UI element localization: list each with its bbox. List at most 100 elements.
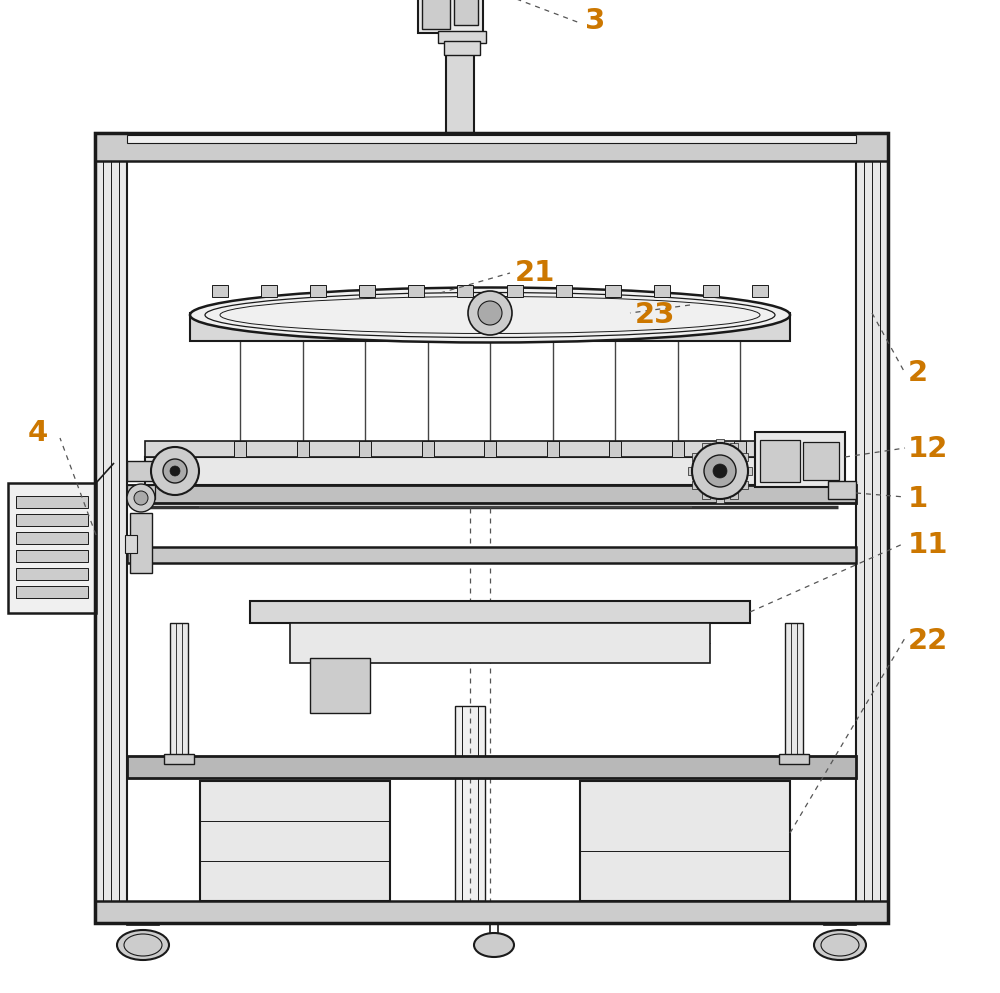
Bar bbox=[785, 623, 803, 756]
Bar bbox=[692, 453, 700, 461]
Bar bbox=[702, 492, 710, 499]
Bar bbox=[744, 467, 752, 475]
Bar bbox=[703, 285, 719, 297]
Circle shape bbox=[704, 455, 736, 487]
Text: 3: 3 bbox=[585, 7, 605, 35]
Bar bbox=[290, 623, 710, 663]
Ellipse shape bbox=[814, 930, 866, 960]
Bar bbox=[310, 658, 370, 713]
Bar bbox=[605, 285, 621, 297]
Text: 1: 1 bbox=[908, 485, 928, 513]
Bar bbox=[692, 481, 700, 489]
Bar bbox=[127, 135, 856, 143]
Bar bbox=[730, 443, 738, 451]
Bar bbox=[856, 133, 888, 923]
Bar bbox=[438, 31, 486, 43]
Circle shape bbox=[713, 464, 727, 478]
Bar bbox=[359, 285, 375, 297]
Ellipse shape bbox=[190, 288, 790, 343]
Bar bbox=[824, 911, 856, 925]
Bar bbox=[310, 285, 326, 297]
Bar bbox=[127, 911, 159, 925]
Circle shape bbox=[151, 447, 199, 495]
Bar bbox=[740, 481, 748, 489]
Bar bbox=[127, 485, 856, 503]
Bar bbox=[755, 432, 845, 487]
Ellipse shape bbox=[117, 930, 169, 960]
Bar bbox=[422, 0, 450, 29]
Bar bbox=[127, 485, 155, 499]
Bar bbox=[828, 481, 856, 499]
Bar bbox=[296, 441, 308, 457]
Bar bbox=[127, 756, 856, 778]
Bar bbox=[803, 442, 839, 480]
Bar bbox=[170, 623, 188, 756]
Bar bbox=[730, 492, 738, 499]
Bar bbox=[145, 457, 838, 485]
Bar bbox=[127, 461, 155, 481]
Text: 22: 22 bbox=[908, 627, 948, 655]
Circle shape bbox=[134, 491, 148, 505]
Bar bbox=[16, 586, 88, 598]
Bar bbox=[580, 781, 790, 901]
Bar bbox=[127, 547, 856, 563]
Text: 11: 11 bbox=[908, 531, 948, 559]
Circle shape bbox=[468, 291, 512, 335]
Bar bbox=[200, 781, 390, 901]
Bar bbox=[250, 601, 750, 623]
Bar bbox=[702, 443, 710, 451]
Bar bbox=[444, 41, 480, 55]
Bar bbox=[454, 0, 478, 25]
Bar bbox=[125, 535, 137, 553]
Text: 21: 21 bbox=[515, 259, 555, 287]
Bar bbox=[484, 441, 496, 457]
Bar bbox=[16, 514, 88, 526]
Bar bbox=[672, 441, 684, 457]
Bar bbox=[556, 285, 572, 297]
Bar bbox=[95, 901, 888, 923]
Bar bbox=[261, 285, 277, 297]
Circle shape bbox=[692, 443, 748, 499]
Text: 2: 2 bbox=[908, 359, 928, 387]
Bar bbox=[609, 441, 621, 457]
Bar bbox=[212, 285, 228, 297]
Bar bbox=[190, 313, 790, 341]
Circle shape bbox=[170, 466, 180, 476]
Bar bbox=[688, 467, 696, 475]
Bar bbox=[546, 441, 558, 457]
Bar bbox=[359, 441, 371, 457]
Circle shape bbox=[478, 301, 502, 325]
Bar bbox=[752, 285, 768, 297]
Bar bbox=[446, 0, 474, 133]
Bar bbox=[734, 441, 746, 457]
Bar bbox=[130, 513, 152, 573]
Bar bbox=[16, 532, 88, 544]
Circle shape bbox=[163, 459, 187, 483]
Bar bbox=[654, 285, 670, 297]
Bar bbox=[760, 440, 800, 482]
Text: 12: 12 bbox=[908, 435, 948, 463]
Bar bbox=[422, 441, 434, 457]
Bar bbox=[779, 754, 809, 764]
Bar bbox=[164, 754, 194, 764]
Bar bbox=[507, 285, 523, 297]
Text: 23: 23 bbox=[635, 301, 676, 329]
Bar bbox=[16, 496, 88, 508]
Bar bbox=[16, 568, 88, 580]
Bar bbox=[234, 441, 246, 457]
Text: 4: 4 bbox=[28, 419, 48, 447]
Bar bbox=[95, 133, 888, 161]
Bar bbox=[95, 133, 127, 923]
Circle shape bbox=[127, 484, 155, 512]
Bar bbox=[418, 0, 483, 33]
Bar bbox=[455, 706, 485, 901]
Bar bbox=[716, 439, 724, 447]
Bar bbox=[145, 441, 838, 457]
Bar bbox=[8, 483, 96, 613]
Bar bbox=[95, 133, 888, 923]
Bar bbox=[740, 453, 748, 461]
Ellipse shape bbox=[474, 933, 514, 957]
Bar bbox=[16, 550, 88, 562]
Bar bbox=[457, 285, 473, 297]
Bar bbox=[408, 285, 424, 297]
